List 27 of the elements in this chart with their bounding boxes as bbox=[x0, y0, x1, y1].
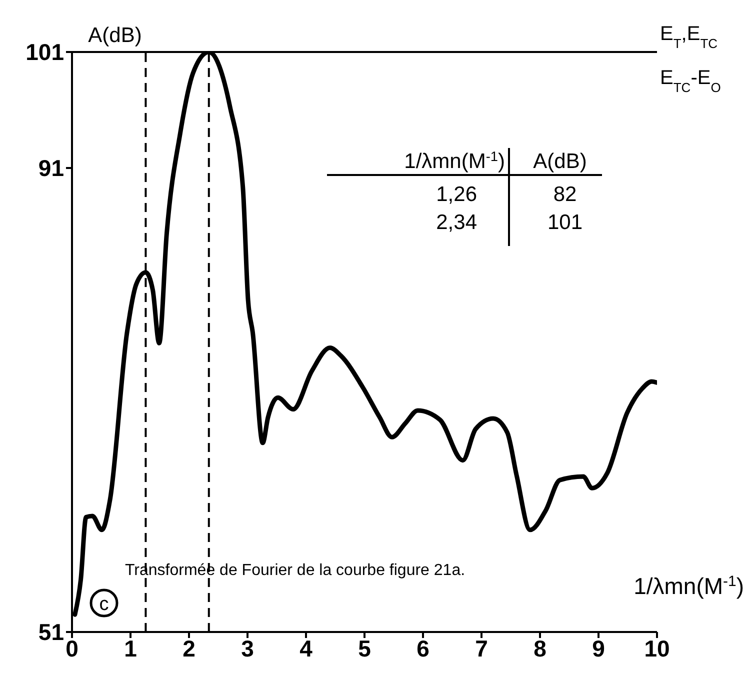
y-axis-title: A(dB) bbox=[88, 24, 142, 47]
x-tick-label: 8 bbox=[534, 635, 547, 662]
x-tick-label: 10 bbox=[644, 635, 670, 662]
annotation: A(dB) bbox=[533, 150, 587, 173]
ref-line-label: E$_{T}$,E$_{TC}$ bbox=[660, 23, 718, 50]
annotation: 82 bbox=[553, 183, 577, 206]
y-tick-label: 51 bbox=[38, 619, 64, 646]
x-tick-label: 1 bbox=[124, 635, 138, 662]
x-tick-label: 4 bbox=[300, 635, 313, 662]
annotation: 101 bbox=[547, 211, 583, 234]
x-tick-label: 9 bbox=[592, 635, 605, 662]
x-tick-label: 5 bbox=[358, 635, 372, 662]
x-axis-title: 1/λmn(M$^{-1}$) bbox=[634, 572, 744, 599]
x-tick-label: 3 bbox=[241, 635, 254, 662]
x-tick-label: 2 bbox=[182, 635, 196, 662]
y-tick-label: 91 bbox=[38, 155, 64, 182]
annotation: 1/λmn(M$^{-1}$) bbox=[404, 148, 505, 173]
x-tick-label: 7 bbox=[475, 635, 488, 662]
annotation: 1,26 bbox=[436, 183, 477, 206]
x-tick-label: 0 bbox=[66, 635, 78, 662]
panel-letter: c bbox=[90, 588, 118, 618]
annotation: 2,34 bbox=[436, 211, 478, 234]
x-tick-label: 6 bbox=[416, 635, 430, 662]
text: E$_{TC}$-E$_{O}$ bbox=[660, 67, 721, 94]
annotation: c bbox=[99, 594, 109, 615]
y-tick-label: 101 bbox=[26, 39, 64, 66]
annotation: Transformée de Fourier de la courbe figure 21a. bbox=[125, 562, 466, 579]
